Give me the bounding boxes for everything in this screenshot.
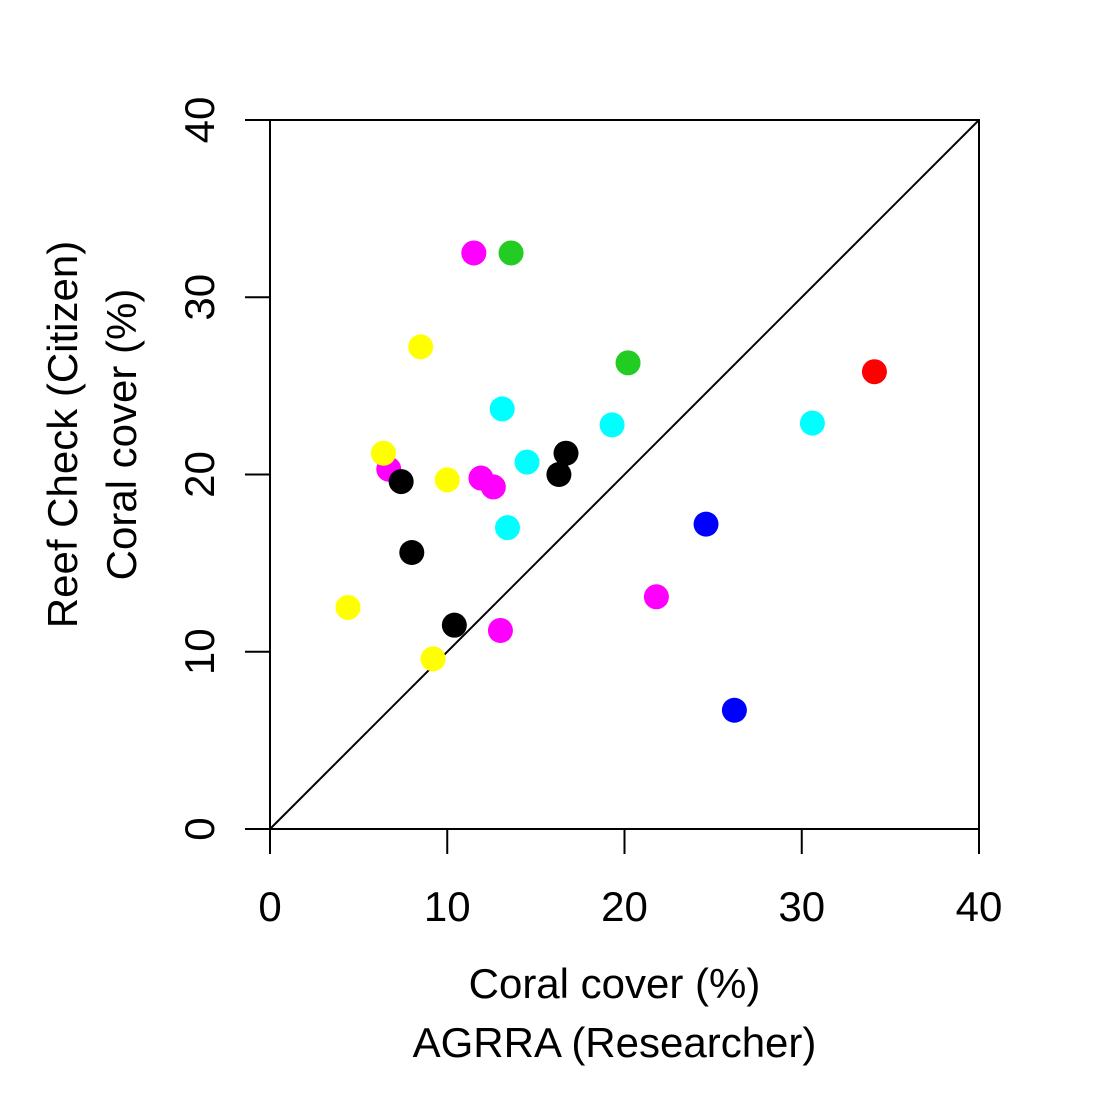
scatter-point [615,350,641,376]
scatter-point [388,469,414,495]
scatter-point [434,467,460,493]
reference-line-layer [269,119,980,830]
scatter-point [553,440,579,466]
scatter-point [599,412,625,438]
x-tick-label: 30 [778,883,825,930]
y-axis-title-line: Reef Check (Citizen) [39,241,86,628]
y-tick-label: 10 [176,628,223,675]
scatter-point [461,240,487,266]
labels-layer: 0 10 20 30 40 0 10 20 30 40 Coral cover (%) AGRRA (… [39,97,1002,1066]
x-tick-label: 0 [258,883,281,930]
scatter-point [498,240,524,266]
y-tick-label: 0 [176,817,223,840]
points-layer [335,240,887,723]
x-tick-label: 20 [601,883,648,930]
scatter-point [514,449,540,475]
scatter-point [408,334,434,360]
y-axis-title-line: Coral cover (%) [98,289,145,581]
scatter-point [495,515,521,541]
scatter-point [693,511,719,537]
scatter-point [546,462,572,487]
scatter-point [441,612,467,638]
scatter-point [489,396,515,422]
y-tick-label: 20 [176,451,223,498]
identity-line [269,119,980,830]
y-tick-label: 40 [176,97,223,144]
scatter-point [480,474,506,500]
scatter-point [487,617,513,643]
scatter-point [721,697,747,723]
x-tick-label: 10 [424,883,471,930]
x-axis-title-line: AGRRA (Researcher) [413,1019,817,1066]
scatter-point [799,410,825,436]
axes [245,119,980,854]
scatter-point [335,594,361,620]
scatter-point [420,646,446,672]
scatter-point [643,584,669,610]
scatter-point [370,440,396,466]
y-tick-label: 30 [176,274,223,321]
scatter-point [861,359,887,385]
x-axis-title-line: Coral cover (%) [469,960,761,1007]
x-tick-label: 40 [956,883,1003,930]
scatter-point [399,539,425,565]
